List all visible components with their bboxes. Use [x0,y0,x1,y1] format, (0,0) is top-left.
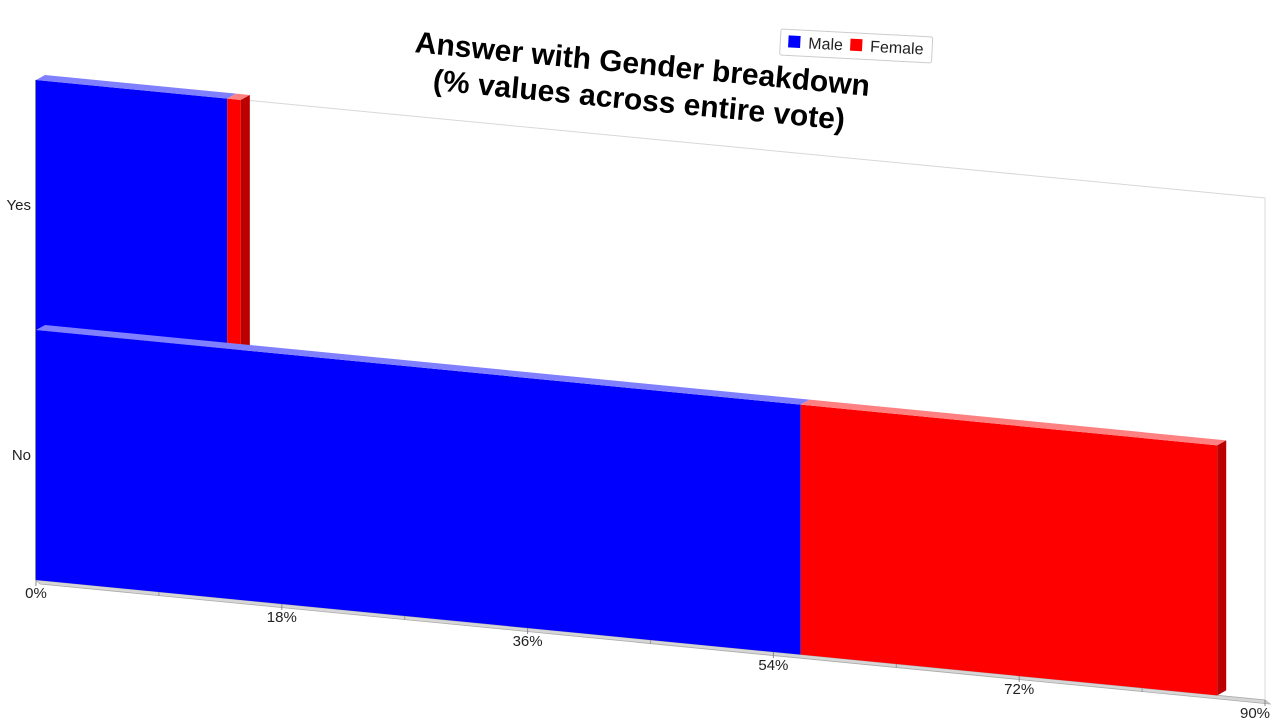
x-tick-label: 72% [1004,681,1034,698]
y-category-label: No [12,447,31,464]
legend-label-female: Female [870,39,924,59]
x-tick-label: 90% [1240,705,1270,720]
bar-female-yes [227,98,241,351]
x-tick-label: 54% [758,657,788,674]
bar-female-no-side [1217,440,1227,696]
bar-male-no-top [36,325,810,405]
x-tick-label: 0% [25,585,47,602]
bar-male-no [36,330,801,655]
legend: Male Female [779,28,934,64]
bars [36,75,1227,696]
bar-male-yes-top [36,75,237,99]
x-axis-ticks: 0% 18% 36% 54% 72% 90% [25,580,1270,720]
x-tick-label: 18% [267,609,297,626]
legend-label-male: Male [808,35,844,54]
bar-female-yes-side [240,95,250,350]
bar-female-no-top [800,399,1227,446]
y-axis-labels: Yes No [7,197,31,464]
bar-female-yes-top [227,93,250,100]
bar-male-yes [36,80,228,349]
y-category-label: Yes [7,197,31,214]
legend-swatch-male [788,35,801,49]
x-tick-label: 36% [513,633,543,650]
bar-female-no [800,404,1218,696]
legend-swatch-female [849,38,863,52]
